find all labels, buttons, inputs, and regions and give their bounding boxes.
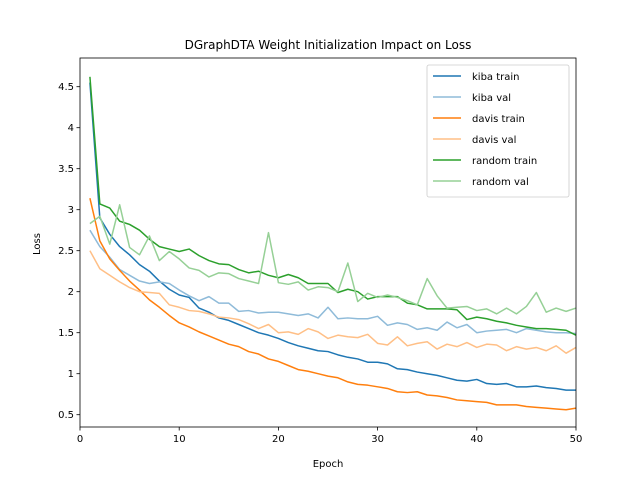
series-line-kiba-val	[89, 229, 577, 335]
plot-area	[89, 76, 577, 411]
series-line-davis-val	[89, 250, 577, 354]
series-line-kiba-train	[89, 82, 576, 391]
x-tick-label: 20	[272, 434, 285, 445]
legend-label-davis-train: davis train	[472, 114, 525, 125]
y-axis-label: Loss	[32, 233, 43, 255]
series-line-davis-train	[89, 198, 577, 411]
legend-label-davis-val: davis val	[472, 135, 516, 146]
y-tick-label: 2.5	[58, 246, 74, 257]
x-axis-label: Epoch	[313, 459, 344, 470]
x-tick-label: 30	[371, 434, 384, 445]
x-tick-label: 40	[470, 434, 483, 445]
x-tick-label: 50	[570, 434, 583, 445]
legend: kiba train kiba val davis train davis val ra…	[426, 64, 570, 198]
axes-frame	[79, 57, 577, 428]
series-line-random-train	[89, 76, 577, 336]
y-tick-label: 4	[68, 123, 74, 134]
y-tick-label: 3.5	[58, 164, 74, 175]
legend-label-kiba-train: kiba train	[472, 72, 520, 83]
y-tick-label: 1	[68, 369, 74, 380]
axes: 0 10 20 30 40 50 0.5 1 1.5 2 2.5 3 3.5 4 4.5	[58, 57, 583, 445]
x-tick-label: 10	[173, 434, 186, 445]
y-tick-label: 4.5	[58, 82, 74, 93]
y-tick-label: 1.5	[58, 328, 74, 339]
series-line-random-val	[89, 204, 577, 315]
y-tick-label: 2	[68, 287, 74, 298]
legend-label-random-val: random val	[472, 177, 529, 188]
legend-label-random-train: random train	[472, 156, 537, 167]
chart-title: DGraphDTA Weight Initialization Impact o…	[185, 38, 472, 52]
y-tick-label: 3	[68, 205, 74, 216]
x-tick-label: 0	[77, 434, 83, 445]
legend-box	[426, 64, 570, 198]
legend-label-kiba-val: kiba val	[472, 93, 511, 104]
y-tick-label: 0.5	[58, 410, 74, 421]
